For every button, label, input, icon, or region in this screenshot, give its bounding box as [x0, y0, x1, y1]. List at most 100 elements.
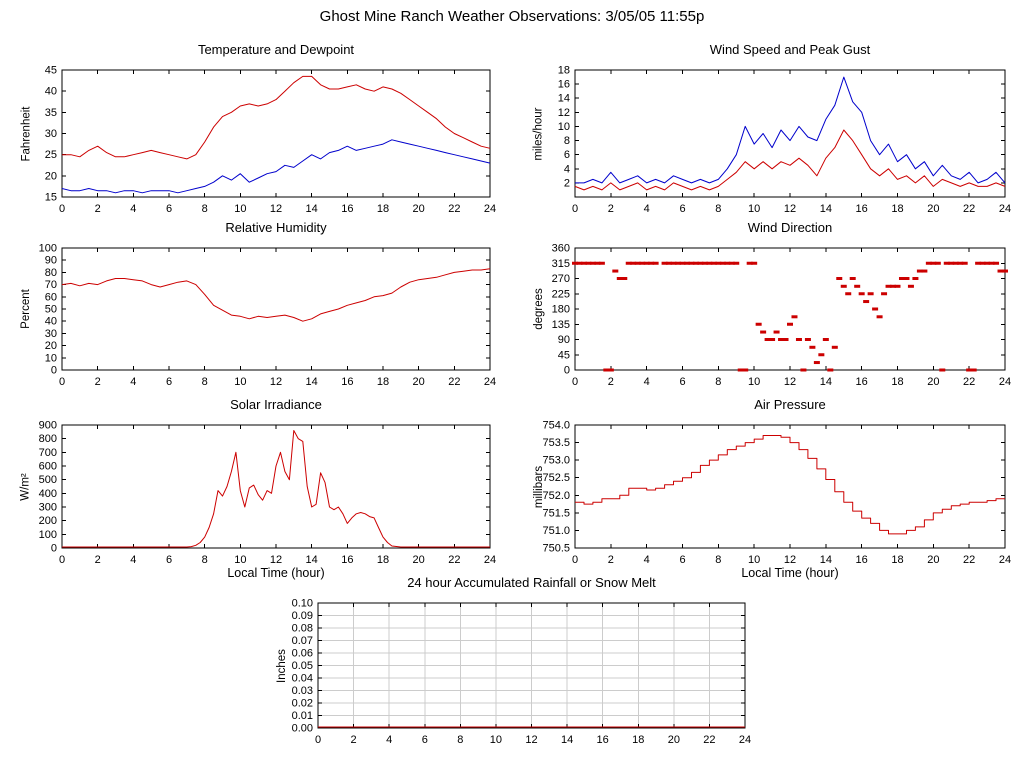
svg-text:752.0: 752.0 [542, 490, 570, 502]
svg-text:0.00: 0.00 [292, 723, 313, 735]
svg-text:400: 400 [39, 488, 57, 500]
chart-title: Wind Direction [747, 220, 833, 235]
svg-text:90: 90 [45, 255, 57, 267]
svg-text:12: 12 [784, 554, 796, 566]
svg-text:16: 16 [341, 554, 353, 566]
svg-text:20: 20 [45, 340, 57, 352]
svg-text:8: 8 [715, 554, 721, 566]
svg-text:18: 18 [891, 203, 903, 215]
svg-text:25: 25 [45, 149, 57, 161]
svg-text:0: 0 [572, 376, 578, 388]
svg-text:225: 225 [552, 288, 570, 300]
svg-text:15: 15 [45, 192, 57, 204]
svg-text:100: 100 [39, 243, 57, 255]
svg-text:16: 16 [856, 376, 868, 388]
svg-text:22: 22 [448, 376, 460, 388]
svg-text:24: 24 [739, 734, 751, 746]
svg-text:18: 18 [377, 376, 389, 388]
svg-text:6: 6 [422, 734, 428, 746]
svg-text:16: 16 [341, 203, 353, 215]
svg-text:45: 45 [45, 65, 57, 77]
svg-text:6: 6 [166, 203, 172, 215]
svg-text:16: 16 [558, 79, 570, 91]
chart-rainfall-snowmelt: 24 hour Accumulated Rainfall or Snow Mel… [270, 575, 757, 768]
svg-text:40: 40 [45, 316, 57, 328]
chart-title: Temperature and Dewpoint [197, 42, 355, 57]
svg-text:16: 16 [856, 554, 868, 566]
svg-text:20: 20 [45, 170, 57, 182]
svg-text:0: 0 [59, 203, 65, 215]
svg-text:14: 14 [306, 203, 318, 215]
svg-text:70: 70 [45, 279, 57, 291]
svg-text:20: 20 [927, 376, 939, 388]
svg-text:10: 10 [748, 203, 760, 215]
svg-text:12: 12 [525, 734, 537, 746]
svg-text:2: 2 [95, 554, 101, 566]
svg-text:753.0: 753.0 [542, 455, 570, 467]
svg-text:4: 4 [644, 203, 650, 215]
svg-text:8: 8 [457, 734, 463, 746]
svg-text:2: 2 [608, 203, 614, 215]
svg-text:10: 10 [558, 121, 570, 133]
svg-text:0.09: 0.09 [292, 610, 313, 622]
svg-text:24: 24 [999, 554, 1011, 566]
chart-title: 24 hour Accumulated Rainfall or Snow Mel… [407, 575, 656, 590]
svg-text:14: 14 [306, 376, 318, 388]
svg-text:8: 8 [715, 376, 721, 388]
svg-text:8: 8 [202, 554, 208, 566]
svg-text:751.0: 751.0 [542, 525, 570, 537]
svg-text:0: 0 [51, 365, 57, 377]
svg-text:0: 0 [59, 554, 65, 566]
svg-text:270: 270 [552, 273, 570, 285]
svg-text:0: 0 [572, 203, 578, 215]
svg-text:0.02: 0.02 [292, 698, 313, 710]
svg-text:16: 16 [597, 734, 609, 746]
svg-text:360: 360 [552, 243, 570, 255]
svg-text:10: 10 [490, 734, 502, 746]
svg-text:500: 500 [39, 474, 57, 486]
svg-text:22: 22 [963, 376, 975, 388]
svg-text:0.07: 0.07 [292, 635, 313, 647]
svg-text:50: 50 [45, 304, 57, 316]
svg-text:200: 200 [39, 515, 57, 527]
svg-text:20: 20 [927, 554, 939, 566]
svg-text:30: 30 [45, 128, 57, 140]
svg-text:12: 12 [270, 376, 282, 388]
svg-text:800: 800 [39, 433, 57, 445]
svg-text:750.5: 750.5 [542, 543, 570, 555]
svg-text:24: 24 [484, 376, 496, 388]
svg-text:4: 4 [644, 554, 650, 566]
chart-relative-humidity: Relative Humidity Percent 0 2 4 6 8 10 12 14 16 1… [14, 220, 502, 412]
svg-text:40: 40 [45, 86, 57, 98]
chart-solar-irradiance: Solar Irradiance W/m² 0 2 4 6 8 10 12 14 16 18 20 2… [14, 397, 502, 590]
svg-text:2: 2 [351, 734, 357, 746]
rainfall-snowmelt-plot: 0 2 4 6 8 10 12 14 16 18 20 22 240.000.010.020.030.0… [292, 598, 752, 747]
svg-text:4: 4 [644, 376, 650, 388]
svg-text:14: 14 [561, 734, 573, 746]
chart-wind-direction: Wind Direction degrees 0 2 4 6 8 10 12 14 16 18 20… [527, 220, 1017, 412]
svg-text:14: 14 [306, 554, 318, 566]
svg-text:22: 22 [963, 203, 975, 215]
svg-text:2: 2 [608, 376, 614, 388]
svg-text:0.08: 0.08 [292, 623, 313, 635]
svg-text:6: 6 [166, 554, 172, 566]
svg-text:0.01: 0.01 [292, 710, 313, 722]
svg-text:20: 20 [413, 554, 425, 566]
svg-text:752.5: 752.5 [542, 472, 570, 484]
relative-humidity-plot: 0 2 4 6 8 10 12 14 16 18 20 22 240102030405060708090… [39, 243, 496, 389]
svg-text:18: 18 [558, 65, 570, 77]
svg-text:751.5: 751.5 [542, 507, 570, 519]
svg-text:0: 0 [315, 734, 321, 746]
svg-text:6: 6 [679, 203, 685, 215]
svg-text:20: 20 [413, 376, 425, 388]
svg-text:10: 10 [234, 376, 246, 388]
svg-text:0: 0 [572, 554, 578, 566]
svg-text:80: 80 [45, 267, 57, 279]
svg-text:135: 135 [552, 319, 570, 331]
svg-text:8: 8 [715, 203, 721, 215]
svg-text:0.05: 0.05 [292, 660, 313, 672]
svg-text:45: 45 [558, 349, 570, 361]
svg-text:12: 12 [270, 554, 282, 566]
